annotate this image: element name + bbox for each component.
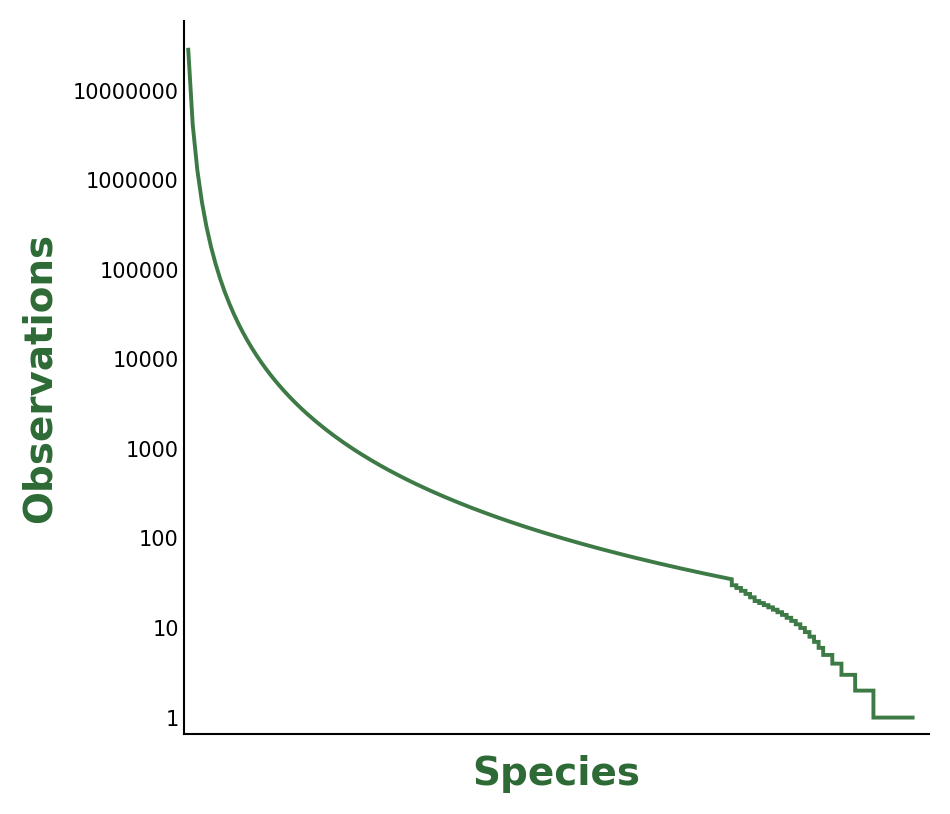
Y-axis label: Observations: Observations <box>21 233 59 523</box>
X-axis label: Species: Species <box>472 755 640 793</box>
